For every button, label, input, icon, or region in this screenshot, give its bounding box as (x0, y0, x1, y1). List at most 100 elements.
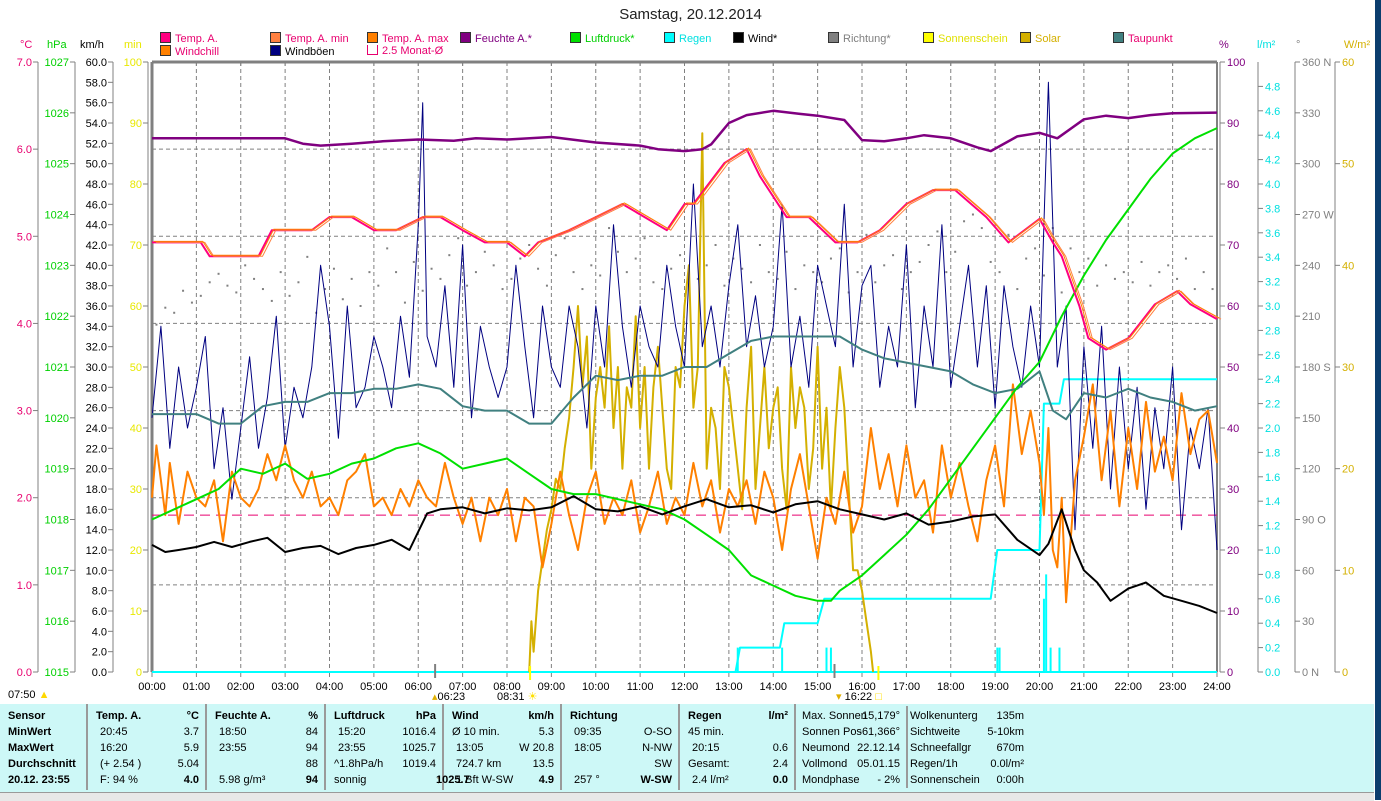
axis-tick-label-hpa: 1019 (45, 464, 69, 476)
axis-tick-label-min: 90 (130, 118, 142, 130)
direction-point (208, 281, 211, 284)
direction-point (368, 271, 371, 274)
rain-max-time: 20:15 (692, 742, 720, 754)
direction-value: SW (654, 758, 672, 770)
axis-tick-label-lm2: 0.0 (1265, 667, 1280, 679)
series-line-regen (152, 378, 1217, 673)
x-tick-label: 14:00 (759, 681, 787, 693)
axis-tick-label-lm2: 4.8 (1265, 81, 1280, 93)
astro-value: 22.12.14 (857, 742, 900, 754)
pressure-header: Luftdruck (334, 710, 385, 722)
legend-item: Taupunkt (1113, 32, 1173, 45)
axis-tick-label-kmh: 52.0 (86, 138, 107, 150)
axis-tick-label-deg: 210 (1302, 311, 1320, 323)
sensor-row: MaxWert (8, 742, 54, 754)
direction-current-value: W-SW (640, 774, 672, 786)
direction-point (608, 227, 611, 230)
wind-beaufort: 1 Bft W-SW (456, 774, 514, 786)
direction-point (616, 250, 619, 253)
misc-value: 135m (996, 710, 1024, 722)
direction-point (1087, 257, 1090, 260)
axis-tick-label-kmh: 4.0 (92, 626, 107, 638)
axis-unit-min: min (124, 39, 142, 51)
axis-tick-label-kmh: 2.0 (92, 647, 107, 659)
axis-tick-label-kmh: 42.0 (86, 240, 107, 252)
wind-unit: km/h (528, 710, 554, 722)
humidity-avg-value: 88 (305, 758, 318, 770)
x-tick-label: 11:00 (627, 681, 654, 693)
axis-tick-label-min: 50 (130, 362, 142, 374)
direction-point (989, 260, 992, 263)
x-tick-label: 10:00 (582, 681, 610, 693)
legend-swatch (270, 32, 281, 43)
axis-tick-label-lm2: 2.4 (1265, 374, 1280, 386)
direction-point (1167, 264, 1170, 267)
axis-tick-label-celsius: 6.0 (17, 144, 32, 156)
temp-header: Temp. A. (96, 710, 142, 722)
direction-point (1069, 247, 1072, 250)
weather-chart: 00:00 01:00 02:00 03:00 04:00 05:00 06:00 07:00… (17, 39, 1371, 693)
pressure-min-time: 15:20 (338, 726, 366, 738)
axis-unit-kmh: km/h (80, 39, 104, 51)
axis-tick-label-lm2: 2.6 (1265, 350, 1280, 362)
axis-tick-label-celsius: 0.0 (17, 667, 32, 679)
pressure-max-value: 1025.7 (402, 742, 436, 754)
axis-tick-label-hpa: 1026 (45, 108, 69, 120)
axis-tick-label-kmh: 26.0 (86, 403, 107, 415)
direction-point (900, 288, 903, 291)
direction-point (803, 264, 806, 267)
axis-tick-label-min: 20 (130, 545, 142, 557)
axis-tick-label-kmh: 36.0 (86, 301, 107, 313)
axis-tick-label-lm2: 0.2 (1265, 643, 1280, 655)
temp-unit: °C (186, 710, 199, 722)
axis-tick-label-percent: 40 (1227, 423, 1239, 435)
legend-item: 2.5 Monat-Ø (367, 45, 443, 57)
legend-item: Solar (1020, 32, 1061, 45)
direction-point (359, 305, 362, 307)
moonrise-icon: ▴ (432, 691, 438, 703)
direction-point (1034, 247, 1037, 250)
direction-time: 18:05 (574, 742, 602, 754)
trend-up-icon: ↑ (436, 774, 442, 786)
direction-point (466, 284, 469, 287)
wind-column: Wind km/h Ø 10 min. 5.3 13:05 W 20.8 724.7 … (444, 704, 562, 790)
axis-tick-label-celsius: 7.0 (17, 57, 32, 69)
x-tick-label: 02:00 (227, 681, 255, 693)
direction-time: 09:35 (574, 726, 602, 738)
wind-current-value: 4.9 (538, 774, 554, 786)
legend-label: Wind* (748, 33, 778, 45)
axis-tick-label-kmh: 10.0 (86, 565, 107, 577)
axis-tick-label-wm2: 50 (1342, 159, 1354, 171)
legend-swatch (1113, 32, 1124, 43)
axis-tick-label-kmh: 54.0 (86, 118, 107, 130)
axis-tick-label-wm2: 10 (1342, 565, 1354, 577)
axis-tick-label-hpa: 1021 (45, 362, 69, 374)
x-tick-label: 03:00 (271, 681, 299, 693)
sensor-row: Durchschnitt (8, 758, 76, 770)
direction-point (1193, 288, 1196, 291)
legend-label: Regen (679, 33, 712, 45)
direction-point (235, 291, 238, 294)
direction-point (457, 237, 460, 240)
temp-max-time: 16:20 (100, 742, 128, 754)
temp-current-label: F: 94 % (100, 774, 138, 786)
direction-point (883, 264, 886, 267)
legend-swatch (160, 32, 171, 43)
direction-point (581, 288, 584, 291)
misc-value: 0.0l/m² (990, 758, 1024, 770)
legend-swatch (923, 32, 934, 43)
direction-point (1158, 271, 1161, 274)
direction-point (590, 264, 593, 267)
direction-point (936, 230, 939, 233)
temp-avg-label: (+ 2.54 ) (100, 758, 142, 770)
axis-tick-label-kmh: 56.0 (86, 98, 107, 110)
axis-tick-label-percent: 30 (1227, 484, 1239, 496)
direction-point (1211, 288, 1214, 291)
legend-swatch (664, 32, 675, 43)
legend-swatch (1020, 32, 1031, 43)
direction-point (155, 323, 158, 326)
direction-point (528, 244, 531, 246)
pressure-trend-label: ^1.8hPa/h (334, 758, 384, 770)
axis-tick-label-deg: 270 W (1302, 210, 1334, 222)
axis-tick-label-min: 40 (130, 423, 142, 435)
